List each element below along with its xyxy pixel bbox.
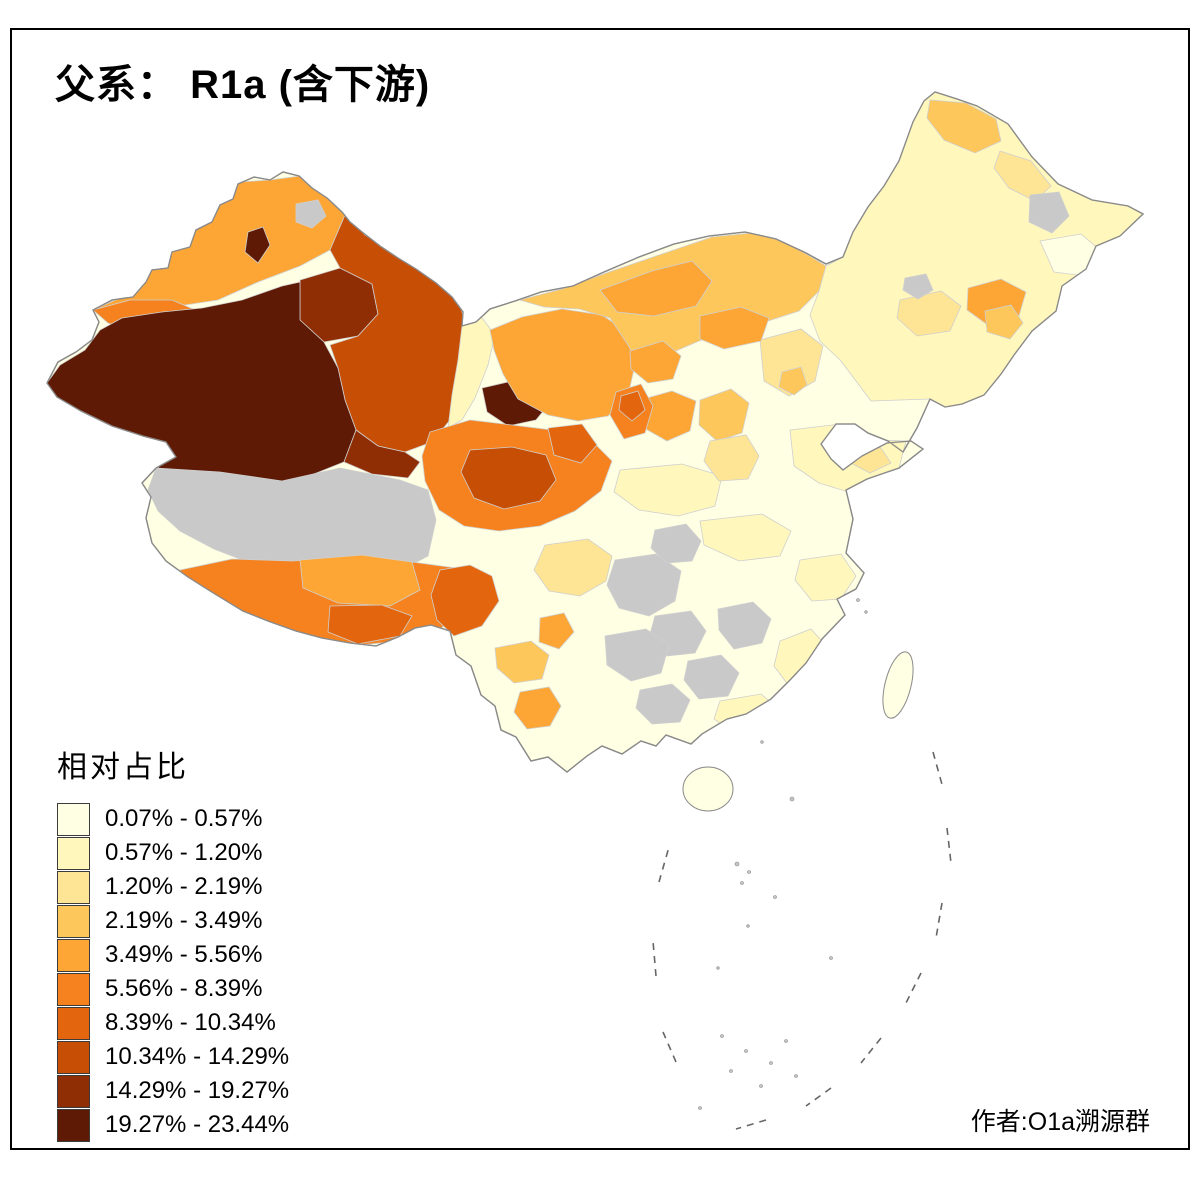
region-shape: [538, 612, 575, 650]
legend-item: 10.34% - 14.29%: [57, 1040, 289, 1074]
legend-item: 5.56% - 8.39%: [57, 972, 289, 1006]
legend-item: 3.49% - 5.56%: [57, 938, 289, 972]
legend-swatch: [57, 802, 90, 836]
region-shape: [896, 290, 962, 337]
region-shape: [759, 328, 824, 397]
region-shape: [547, 423, 598, 464]
region-shape: [699, 513, 792, 562]
region-shape: [629, 340, 682, 384]
legend-swatch: [57, 904, 90, 938]
region-shape: [343, 429, 421, 479]
region-shape: [618, 390, 646, 422]
legend-label: 8.39% - 10.34%: [105, 1009, 276, 1036]
legend-label: 2.19% - 3.49%: [105, 907, 263, 934]
legend-swatch: [57, 836, 90, 870]
region-shape: [698, 388, 750, 442]
taiwan-island: [882, 651, 914, 719]
legend-label: 0.07% - 0.57%: [105, 805, 263, 832]
region-shape: [984, 304, 1024, 340]
legend: 相对占比 0.07% - 0.57% 0.57% - 1.20% 1.20% -…: [57, 742, 289, 1142]
south-china-sea-dash-line: [652, 751, 952, 1130]
legend-item: 0.07% - 0.57%: [57, 802, 289, 836]
region-shape: [683, 654, 740, 700]
region-shape: [926, 99, 1002, 154]
region-shape: [494, 640, 550, 684]
legend-swatch: [57, 1006, 90, 1040]
legend-label: 5.56% - 8.39%: [105, 975, 263, 1002]
region-shape: [703, 434, 760, 482]
legend-label: 1.20% - 2.19%: [105, 873, 263, 900]
legend-label: 0.57% - 1.20%: [105, 839, 263, 866]
legend-item: 0.57% - 1.20%: [57, 836, 289, 870]
legend-item: 14.29% - 19.27%: [57, 1074, 289, 1108]
legend-swatch: [57, 1040, 90, 1074]
mainland: [46, 91, 1145, 773]
legend-swatch: [57, 1074, 90, 1108]
legend-swatch: [57, 972, 90, 1006]
legend-label: 19.27% - 23.44%: [105, 1111, 290, 1138]
legend-swatch: [57, 1108, 90, 1142]
region-shape: [295, 199, 327, 229]
region-shape: [1028, 191, 1070, 234]
sea-islands: [698, 598, 868, 1110]
region-shape: [902, 273, 934, 300]
legend-label: 10.34% - 14.29%: [105, 1043, 290, 1070]
region-shape: [613, 463, 723, 517]
region-shape: [635, 683, 691, 725]
region-shape: [699, 306, 770, 350]
hainan-island: [682, 766, 734, 812]
region-shape: [650, 523, 702, 564]
region-shape: [599, 260, 713, 317]
region-shape: [299, 554, 421, 607]
region-shape: [460, 446, 557, 510]
region-shape: [717, 601, 772, 650]
legend-title: 相对占比: [57, 751, 189, 784]
legend-label: 3.49% - 5.56%: [105, 941, 263, 968]
legend-item: 2.19% - 3.49%: [57, 904, 289, 938]
legend-item: 1.20% - 2.19%: [57, 870, 289, 904]
legend-swatch: [57, 938, 90, 972]
region-shape: [533, 538, 613, 597]
region-shape: [430, 564, 500, 637]
legend-label: 14.29% - 19.27%: [105, 1077, 290, 1104]
mainland-border: [46, 91, 1145, 773]
attribution: 作者:O1a溯源群: [970, 1108, 1150, 1136]
legend-item: 19.27% - 23.44%: [57, 1108, 289, 1142]
legend-swatch: [57, 870, 90, 904]
region-shape: [513, 686, 562, 730]
figure-title: 父系： R1a (含下游): [55, 63, 431, 107]
region-shape: [604, 628, 670, 682]
legend-item: 8.39% - 10.34%: [57, 1006, 289, 1040]
region-shape: [244, 226, 271, 264]
region-shape: [778, 366, 808, 396]
